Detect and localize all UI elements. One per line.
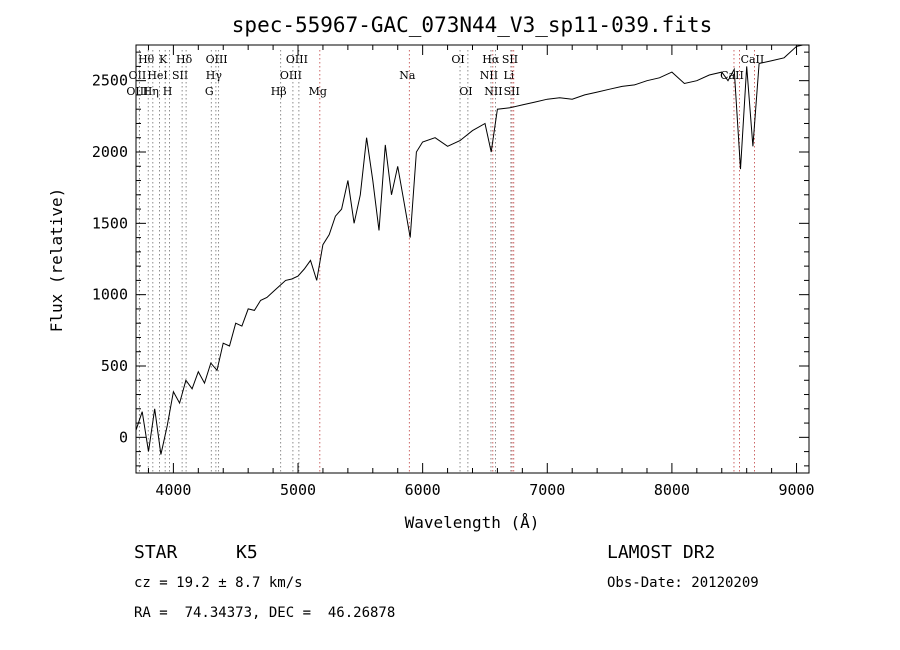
- spectral-line-label-14: OIII: [286, 53, 308, 66]
- y-tick-label: 0: [119, 428, 128, 446]
- x-axis-label: Wavelength (Å): [405, 513, 540, 532]
- spectral-line-label-5: K: [159, 53, 168, 66]
- spectral-line-label-1: OII: [129, 69, 147, 82]
- object-class: STAR: [134, 542, 178, 563]
- spectral-line-label-3: Hη: [143, 85, 159, 98]
- spectrum-series-line: [135, 44, 803, 455]
- y-tick-label: 500: [101, 357, 128, 375]
- x-tick-label: 6000: [405, 481, 441, 499]
- spectral-line-label-9: G: [205, 85, 214, 98]
- axis-ticks: 4000 5000 6000 7000 8000 9000 0 500 1000 1500 2000…: [92, 45, 815, 499]
- x-tick-label: 9000: [778, 481, 814, 499]
- spectral-line-label-8: Hδ: [176, 53, 193, 66]
- y-tick-label: 1000: [92, 286, 128, 304]
- spectral-line-label-21: NII: [484, 85, 502, 98]
- x-tick-label: 7000: [529, 481, 565, 499]
- x-tick-label: 4000: [155, 481, 191, 499]
- spectral-line-label-24: SII: [504, 85, 520, 98]
- y-tick-label: 2000: [92, 143, 128, 161]
- observation-date: Obs-Date: 20120209: [607, 575, 759, 591]
- spectral-line-label-12: Hβ: [271, 85, 287, 98]
- sky-coordinates: RA = 74.34373, DEC = 46.26878: [134, 605, 396, 621]
- spectral-line-label-16: Na: [399, 69, 416, 82]
- spectral-line-label-20: Hα: [482, 53, 500, 66]
- object-subclass: K5: [236, 542, 258, 563]
- plot-frame: [135, 44, 810, 474]
- x-tick-label: 5000: [280, 481, 316, 499]
- chart-title: spec-55967-GAC_073N44_V3_sp11-039.fits: [232, 13, 712, 37]
- spectral-line-label-4: HeI: [147, 69, 167, 82]
- spectral-line-label-27: CaII: [741, 53, 765, 66]
- spectral-line-label-6: H: [163, 85, 173, 98]
- y-tick-label: 1500: [92, 214, 128, 232]
- spectral-line-label-23: SII: [502, 53, 518, 66]
- spectral-line-markers: HθOIIOIIIHηHeIKHSIIHδGHγOIIIHβOIIIOIIIMg…: [126, 50, 764, 473]
- spectral-line-label-17: OI: [451, 53, 464, 66]
- spectral-line-label-11: OIII: [206, 53, 228, 66]
- y-tick-label: 2500: [92, 72, 128, 90]
- survey-name: LAMOST DR2: [607, 542, 716, 563]
- y-axis-label: Flux (relative): [47, 188, 66, 333]
- spectral-line-label-15: Mg: [309, 85, 327, 98]
- redshift-velocity: cz = 19.2 ± 8.7 km/s: [134, 575, 303, 591]
- spectral-line-label-13: OIII: [280, 69, 302, 82]
- spectral-line-label-10: Hγ: [206, 69, 223, 82]
- spectral-line-label-0: Hθ: [138, 53, 155, 66]
- spectral-line-label-2: OIII: [126, 85, 148, 98]
- spectral-line-label-7: SII: [172, 69, 188, 82]
- spectral-line-label-22: Li: [503, 69, 514, 82]
- spectral-line-label-19: NII: [480, 69, 498, 82]
- spectral-line-label-18: OI: [459, 85, 472, 98]
- x-tick-label: 8000: [654, 481, 690, 499]
